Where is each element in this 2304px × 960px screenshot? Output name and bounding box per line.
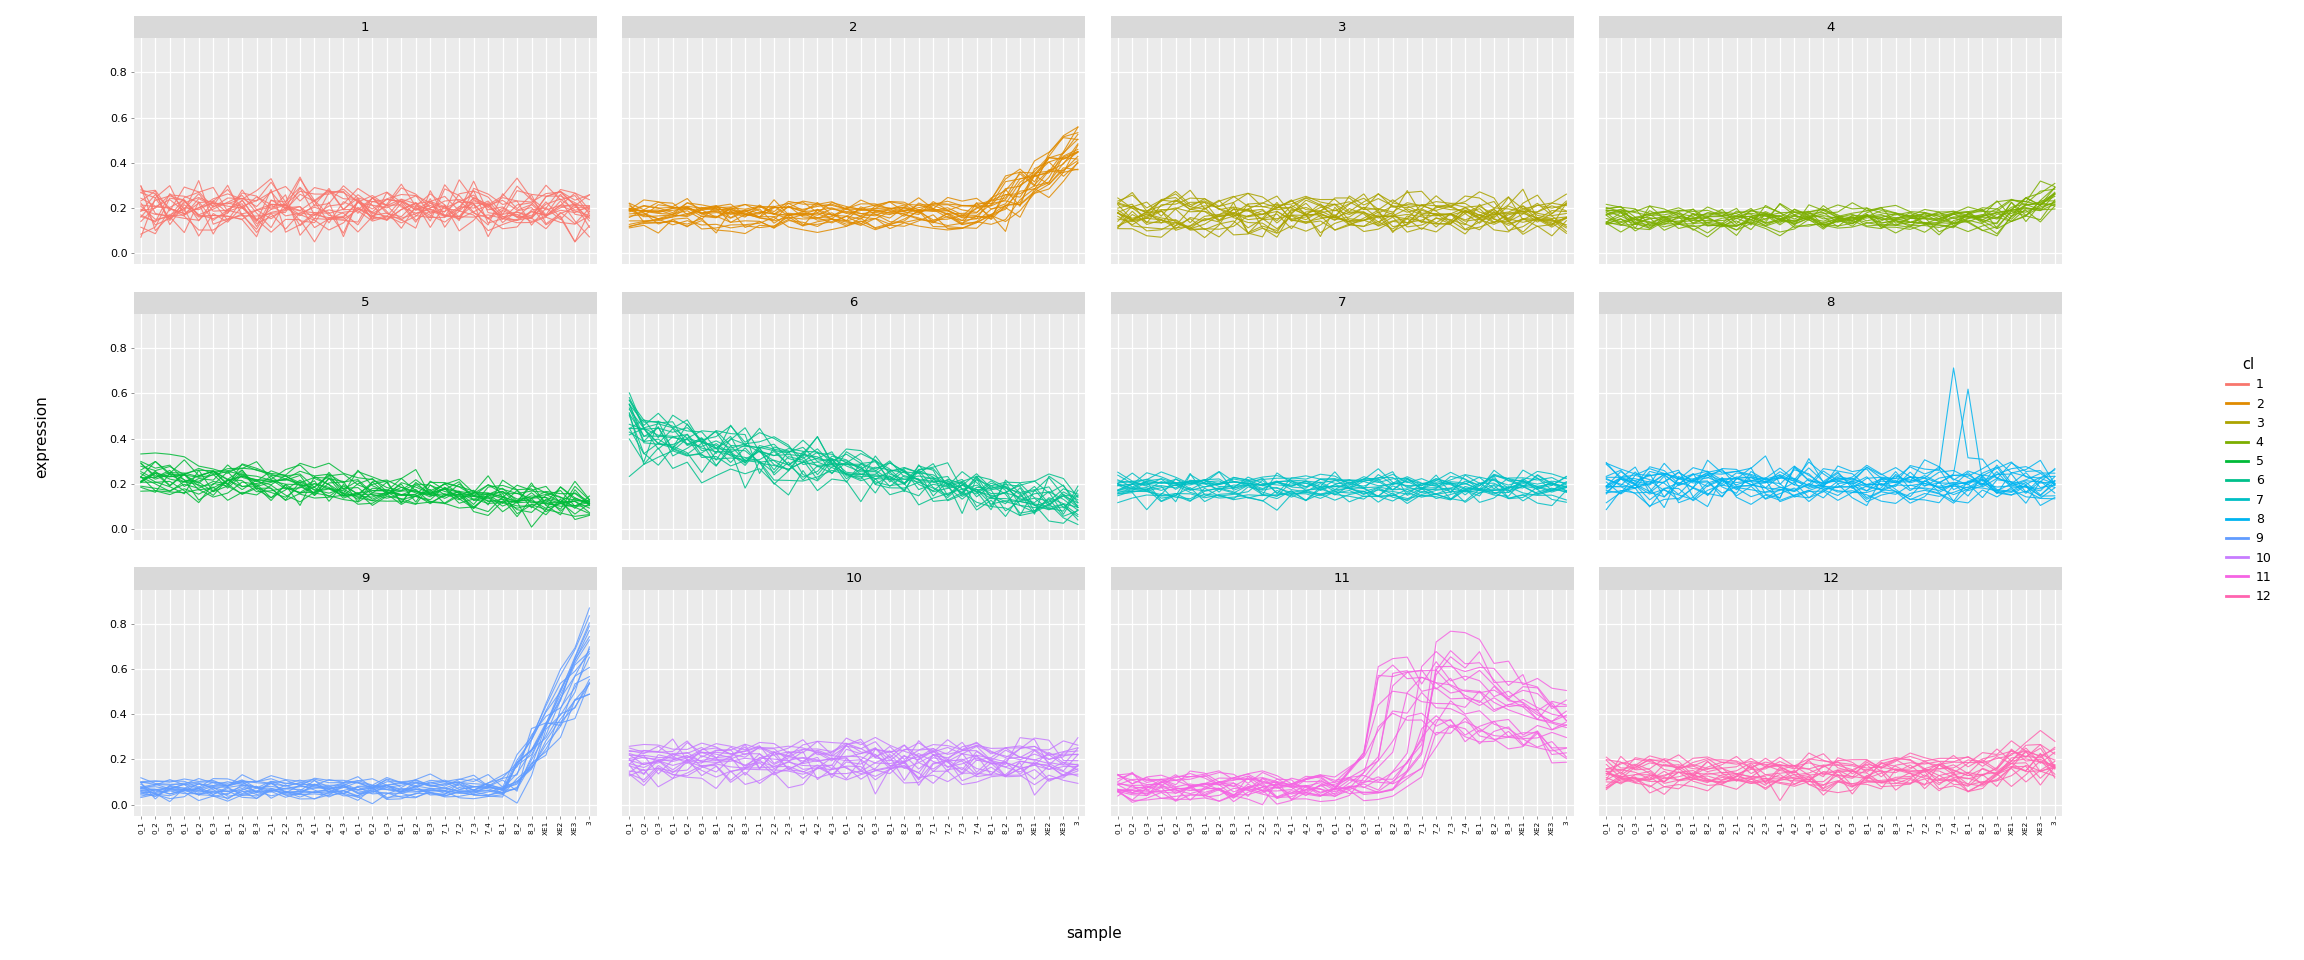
Text: expression: expression bbox=[35, 396, 48, 478]
Legend: 1, 2, 3, 4, 5, 6, 7, 8, 9, 10, 11, 12: 1, 2, 3, 4, 5, 6, 7, 8, 9, 10, 11, 12 bbox=[2216, 347, 2281, 613]
Text: sample: sample bbox=[1067, 925, 1122, 941]
